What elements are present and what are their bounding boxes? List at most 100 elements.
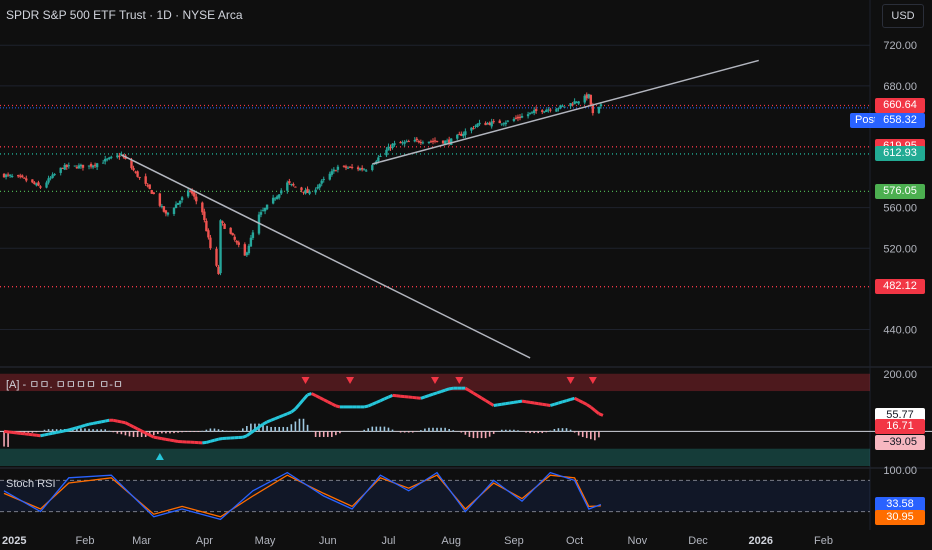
histogram-bar	[173, 431, 175, 434]
indicator1-segment	[262, 420, 268, 426]
candle	[379, 155, 382, 157]
candle	[563, 106, 566, 108]
candle	[575, 102, 578, 104]
trendline	[372, 59, 759, 165]
indicator1-segment	[379, 397, 386, 403]
currency-selector[interactable]: USD	[882, 4, 924, 28]
histogram-bar	[557, 428, 560, 432]
histogram-bar	[318, 431, 321, 437]
candle	[136, 171, 139, 177]
histogram-bar	[440, 427, 442, 432]
histogram-bar	[84, 428, 86, 432]
histogram-bar	[233, 430, 236, 432]
candle	[304, 190, 307, 194]
candle	[261, 210, 265, 212]
indicator1-segment	[476, 394, 483, 400]
indicator1-segment	[56, 430, 61, 434]
histogram-bar	[120, 431, 123, 435]
indicator1-segment	[144, 431, 151, 437]
candle	[191, 190, 194, 194]
indicator1-segment	[480, 396, 487, 402]
candle	[63, 164, 66, 170]
histogram-bar	[3, 431, 5, 447]
indicator1-segment	[121, 420, 126, 425]
candle	[591, 104, 595, 114]
histogram-bar	[444, 427, 446, 432]
indicator1-label[interactable]: [A] - ㅁㅁ. ㅁㅁㅁㅁ ㅁ-ㅁ	[6, 379, 124, 391]
candle	[229, 227, 232, 234]
candle	[458, 134, 461, 136]
candle	[389, 147, 392, 149]
histogram-bar	[31, 431, 34, 433]
indicator1-segment	[88, 421, 94, 426]
histogram-bar	[585, 431, 588, 439]
histogram-bar	[217, 429, 220, 432]
candle	[278, 194, 281, 198]
candle	[460, 133, 463, 136]
candle	[19, 175, 22, 177]
candle	[506, 120, 510, 122]
candle	[21, 175, 24, 178]
indicator1-segment	[383, 395, 390, 401]
candle	[443, 140, 447, 145]
sell-signal-marker	[455, 377, 464, 384]
candle	[134, 171, 137, 173]
histogram-bar	[367, 428, 370, 432]
indicator1-segment	[436, 390, 442, 395]
indicator1-line	[3, 386, 604, 445]
indicator1-segment	[363, 404, 369, 409]
indicator1-segment	[424, 394, 430, 399]
indicator1-segment	[302, 393, 309, 401]
indicator1-segment	[314, 394, 321, 399]
histogram-bar	[161, 431, 163, 434]
indicator1-segment	[161, 437, 167, 441]
candle	[265, 204, 269, 210]
histogram-bar	[274, 426, 276, 432]
candle	[25, 178, 28, 181]
histogram-bar	[399, 431, 402, 433]
histogram-bar	[80, 428, 82, 432]
candle	[498, 120, 501, 124]
candle	[534, 109, 538, 112]
histogram-bar	[517, 430, 519, 432]
candle	[67, 165, 70, 167]
histogram-bar	[55, 429, 58, 432]
candle	[91, 165, 95, 168]
candle	[193, 192, 196, 197]
histogram-bar	[306, 424, 309, 432]
candle	[162, 206, 166, 212]
candle	[403, 142, 406, 144]
candle	[492, 121, 495, 123]
candle	[217, 266, 220, 275]
candle	[188, 190, 192, 192]
candle	[257, 214, 261, 234]
price-tag: 482.12	[875, 279, 925, 295]
x-tick-label: Apr	[196, 535, 213, 547]
candle	[77, 165, 81, 169]
histogram-bar	[229, 430, 232, 432]
candle	[433, 140, 437, 142]
indicator1-segment	[513, 400, 519, 404]
candle	[577, 101, 580, 104]
candle	[449, 138, 453, 145]
indicator1-segment	[582, 401, 588, 406]
stoch-rsi-label[interactable]: Stoch RSI	[6, 478, 56, 490]
histogram-bar	[213, 428, 216, 432]
x-tick-label: Nov	[628, 535, 648, 547]
indicator1-segment	[589, 405, 596, 412]
indicator1-segment	[245, 431, 252, 437]
candle	[45, 182, 48, 188]
histogram-bar	[96, 429, 98, 432]
histogram-bar	[391, 429, 394, 432]
histogram-bar	[549, 430, 552, 432]
indicator1-segment	[464, 386, 471, 392]
indicator1-zone	[0, 448, 870, 466]
candle	[271, 197, 275, 204]
candle	[89, 164, 93, 167]
candle	[104, 158, 107, 162]
histogram-bar	[136, 431, 139, 437]
indicator1-segment	[210, 438, 215, 443]
indicator1-segment	[92, 421, 98, 425]
x-tick-label: 2025	[2, 535, 26, 547]
